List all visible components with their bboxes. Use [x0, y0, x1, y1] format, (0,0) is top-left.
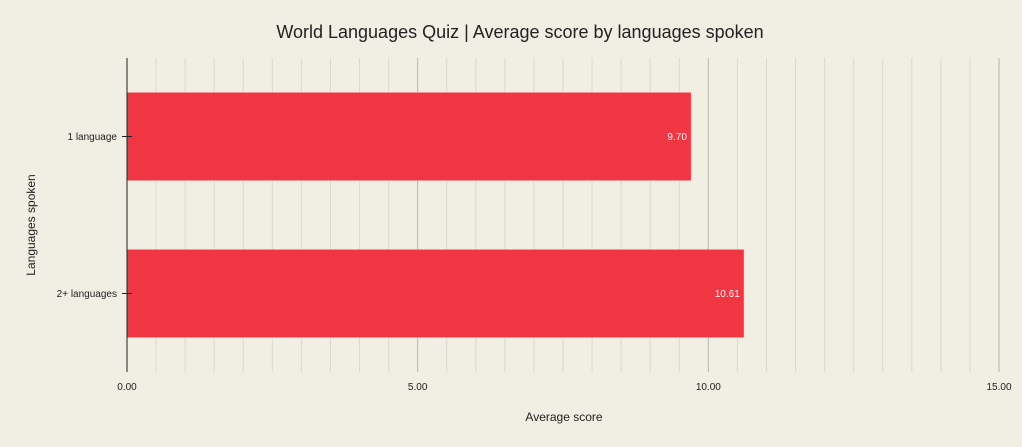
y-tick-label: 1 language — [68, 132, 118, 143]
bar-1 — [127, 92, 691, 181]
bars: 9.70 10.61 — [127, 92, 744, 338]
data-label-2: 10.61 — [715, 289, 740, 300]
x-tick-label: 15.00 — [986, 382, 1011, 393]
x-tick-label: 5.00 — [408, 382, 428, 393]
y-axis-title: Languages spoken — [24, 174, 38, 275]
data-label-1: 9.70 — [667, 132, 687, 143]
y-tick-label: 2+ languages — [57, 289, 117, 300]
x-tick-label: 10.00 — [696, 382, 721, 393]
bar-2 — [127, 249, 744, 338]
chart-title: World Languages Quiz | Average score by … — [276, 22, 763, 42]
y-axis-categories: 1 language 2+ languages — [57, 132, 132, 300]
x-tick-label: 0.00 — [117, 382, 137, 393]
x-axis-ticks: 0.00 5.00 10.00 15.00 — [117, 382, 1012, 393]
x-axis-title: Average score — [525, 410, 602, 424]
